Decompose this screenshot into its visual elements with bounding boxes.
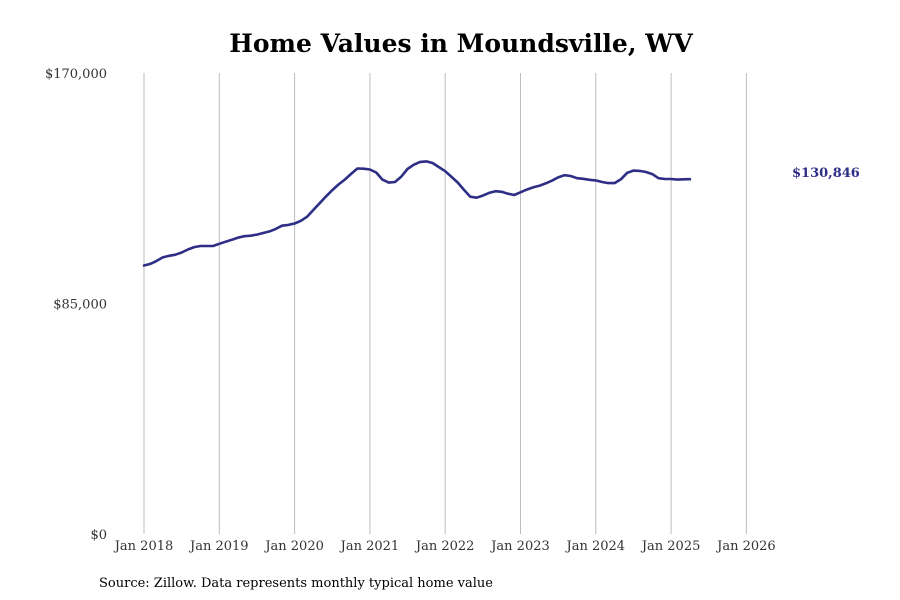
x-tick-label: Jan 2025 [640, 539, 701, 554]
series [142, 160, 692, 267]
x-tick-label: Jan 2018 [113, 539, 174, 554]
x-axis: Jan 2018 Jan 2019 Jan 2020 Jan 2021 Jan 2022… [113, 539, 776, 554]
source-note: Source: Zillow. Data represents monthly … [99, 576, 493, 591]
x-tick-label: Jan 2019 [188, 539, 249, 554]
x-tick-label: Jan 2020 [263, 539, 324, 554]
y-tick-label: $85,000 [53, 298, 107, 313]
x-tick-label: Jan 2026 [715, 539, 776, 554]
x-tick-label: Jan 2022 [414, 539, 475, 554]
grid [143, 73, 747, 534]
y-tick-label: $170,000 [45, 67, 107, 82]
x-tick-label: Jan 2024 [565, 539, 626, 554]
y-axis: $170,000 $85,000 $0 [45, 67, 107, 543]
series-line [142, 160, 692, 267]
chart-title: Home Values in Moundsville, WV [229, 29, 693, 58]
y-tick-label: $0 [90, 528, 107, 543]
x-tick-label: Jan 2021 [339, 539, 400, 554]
x-tick-label: Jan 2023 [489, 539, 550, 554]
end-value-label: $130,846 [792, 166, 860, 181]
